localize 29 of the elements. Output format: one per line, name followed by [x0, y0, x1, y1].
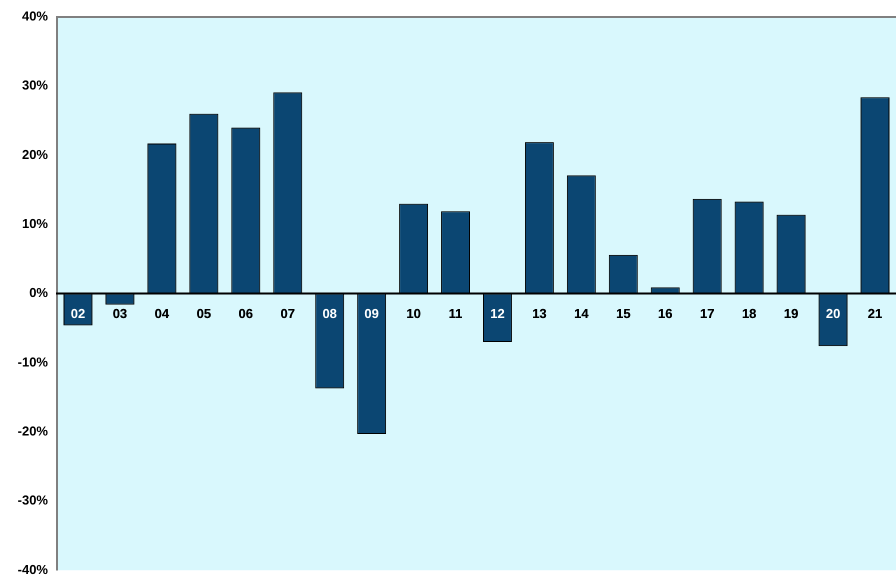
x-tick-label: 10: [406, 306, 421, 321]
x-tick-label: 18: [742, 306, 756, 321]
x-tick-label: 05: [196, 306, 212, 321]
x-tick-label: 14: [574, 306, 590, 321]
x-tick-label: 13: [532, 306, 547, 321]
y-tick-label: 20%: [22, 146, 48, 162]
x-tick-label: 03: [112, 306, 128, 321]
y-tick-label: 40%: [22, 8, 48, 24]
y-tick-label: 10%: [22, 216, 48, 232]
y-tick-label: 30%: [22, 78, 48, 93]
x-tick-label: 04: [154, 306, 170, 321]
y-tick-label: -40%: [18, 562, 48, 577]
y-tick-label: 0%: [29, 285, 48, 300]
y-tick-label: -20%: [18, 423, 48, 438]
x-tick-label: 12: [490, 306, 505, 321]
x-tick-label: 16: [658, 306, 673, 321]
x-tick-label: 07: [280, 306, 295, 321]
x-tick-label: 17: [700, 306, 714, 321]
x-tick-label: 20: [826, 306, 840, 321]
x-tick-label: 02: [70, 306, 86, 321]
x-tick-label: 08: [322, 306, 337, 321]
x-tick-label: 06: [238, 306, 254, 321]
x-tick-label: 09: [364, 306, 379, 321]
x-tick-label: 15: [616, 306, 631, 321]
x-tick-label: 21: [868, 306, 882, 321]
x-tick-label: 11: [448, 306, 462, 321]
y-tick-label: -10%: [18, 354, 48, 370]
x-tick-label: 19: [784, 306, 798, 321]
y-tick-label: -30%: [18, 492, 48, 508]
